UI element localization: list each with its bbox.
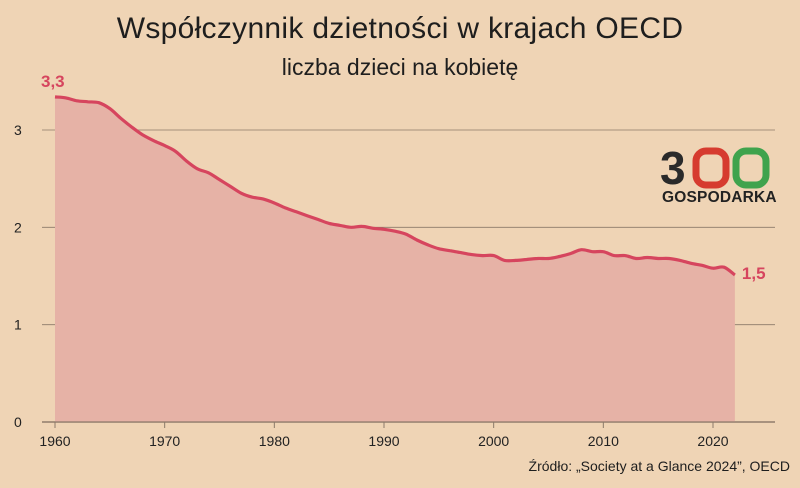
y-axis-ticks: 0 1 2 3	[14, 122, 22, 430]
area-fill	[55, 96, 735, 423]
series-line	[54, 95, 736, 277]
logo-label: GOSPODARKA	[662, 189, 777, 206]
gospodarka-logo: 3	[660, 146, 770, 194]
annotations: 3,3 1,5	[41, 72, 766, 283]
x-tick-label: 1970	[149, 433, 180, 449]
y-tick-label: 0	[14, 414, 22, 430]
x-tick-label: 1990	[368, 433, 399, 449]
x-tick-label: 1960	[39, 433, 70, 449]
logo-zero-red	[692, 147, 730, 189]
y-tick-label: 3	[14, 122, 22, 138]
logo-digit-three: 3	[660, 146, 686, 194]
x-axis-ticks: 1960 1970 1980 1990 2000 2010 2020	[39, 422, 729, 449]
y-tick-label: 2	[14, 219, 22, 235]
annotation-start: 3,3	[41, 72, 65, 91]
logo-zero-green	[732, 147, 770, 189]
x-tick-label: 1980	[259, 433, 290, 449]
x-tick-label: 2000	[478, 433, 509, 449]
x-tick-label: 2020	[697, 433, 728, 449]
y-tick-label: 1	[14, 317, 22, 333]
x-tick-label: 2010	[588, 433, 619, 449]
chart-title: Współczynnik dzietności w krajach OECD	[116, 12, 684, 45]
source-note: Źródło: „Society at a Glance 2024”, OECD	[528, 458, 790, 474]
chart-subtitle: liczba dzieci na kobietę	[281, 54, 519, 80]
annotation-end: 1,5	[742, 264, 766, 283]
